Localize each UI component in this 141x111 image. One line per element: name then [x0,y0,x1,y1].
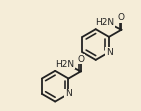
Text: O: O [118,13,125,22]
Text: N: N [106,48,112,57]
Text: H2N: H2N [55,60,74,69]
Text: N: N [65,89,72,98]
Text: O: O [77,55,84,64]
Text: H2N: H2N [96,18,115,27]
